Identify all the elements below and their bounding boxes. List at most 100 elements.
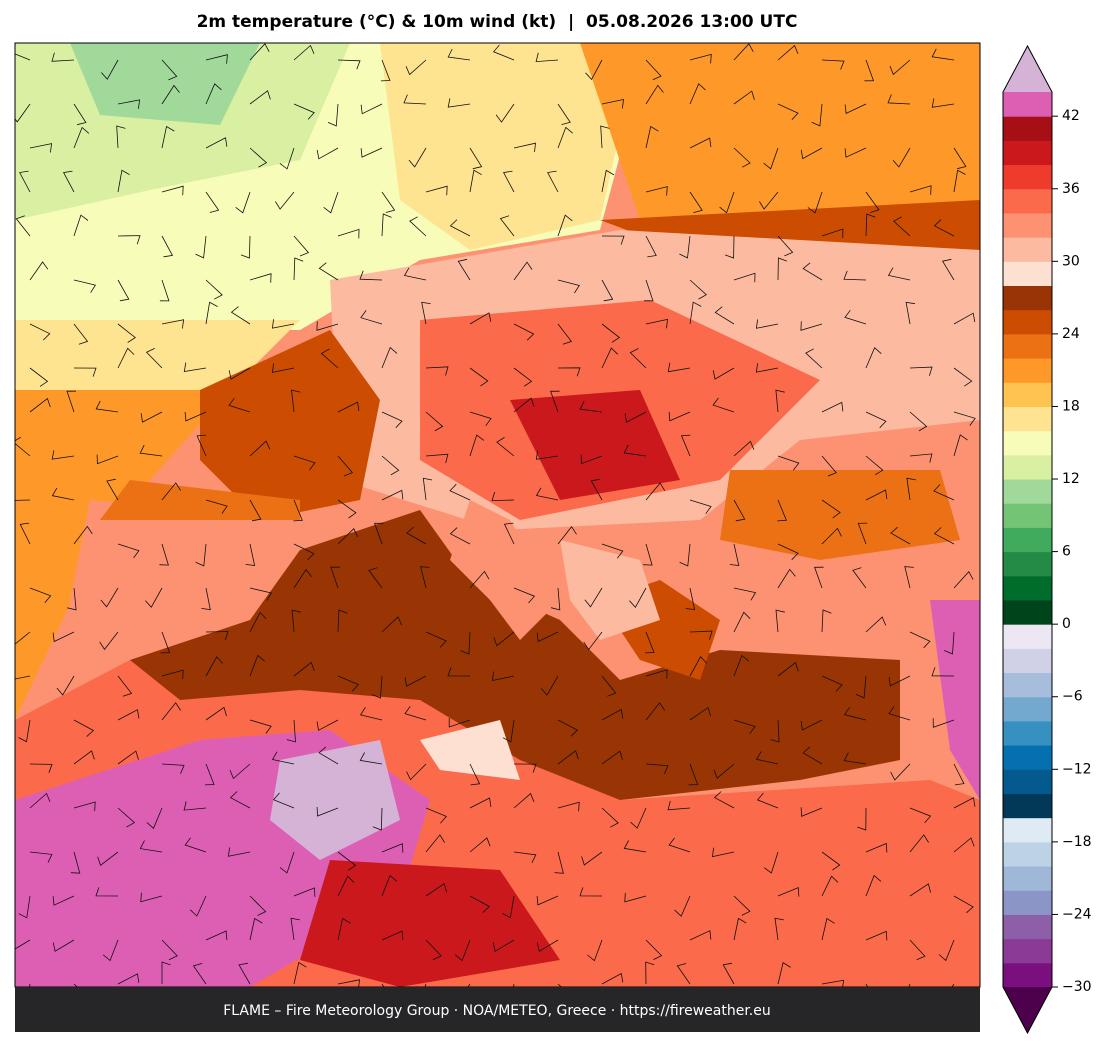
wind-barb (503, 522, 515, 545)
footer-bar (15, 987, 980, 1032)
wind-barb (689, 656, 707, 677)
wind-barb (469, 147, 483, 170)
wind-barb (293, 568, 312, 589)
colorbar-tick-label: −24 (1062, 906, 1092, 922)
wind-barb (449, 219, 471, 237)
colorbar-level (1003, 841, 1052, 867)
wind-barb (52, 939, 75, 952)
wind-barb (449, 527, 471, 545)
footer-text: FLAME – Fire Meteorology Group · NOA/MET… (223, 1003, 771, 1019)
wind-barb (557, 279, 580, 294)
wind-barb (372, 807, 383, 831)
wind-barb (161, 669, 184, 680)
wind-barb (117, 235, 141, 245)
wind-barb (714, 306, 735, 325)
wind-barb (733, 272, 756, 283)
wind-barb (29, 143, 53, 153)
colorbar-level (1003, 866, 1052, 891)
colorbar-level (1003, 358, 1052, 383)
wind-barb (159, 543, 169, 566)
wind-barb (425, 366, 449, 376)
wind-barb (629, 348, 647, 369)
wind-barb (777, 887, 800, 897)
wind-barb (249, 147, 268, 168)
colorbar-level (1003, 527, 1052, 553)
wind-barb (469, 434, 485, 457)
wind-barb (777, 455, 800, 471)
wind-barb (719, 191, 735, 214)
wind-barb (15, 675, 31, 680)
wind-barb (381, 455, 400, 476)
wind-barb (601, 750, 623, 765)
wind-barb (888, 706, 911, 721)
wind-barb (601, 972, 624, 985)
wind-barb (644, 631, 655, 654)
wind-barb (557, 214, 573, 237)
wind-barb (381, 411, 403, 428)
wind-barb (117, 750, 139, 765)
wind-barb (944, 631, 955, 655)
wind-barb (117, 279, 130, 302)
wind-barb (15, 939, 31, 950)
wind-barb (557, 750, 579, 765)
wind-barb (469, 570, 490, 589)
wind-barb (733, 43, 754, 61)
wind-barb (293, 257, 304, 281)
wind-barb (502, 170, 515, 193)
wind-barb (953, 571, 974, 589)
wind-barb (733, 611, 751, 633)
wind-barb (557, 526, 577, 545)
wind-barb (337, 528, 358, 545)
wind-barb (932, 718, 955, 728)
wind-barb (117, 973, 140, 985)
wind-barb (184, 411, 207, 422)
wind-barb (161, 319, 185, 329)
wind-barb (381, 346, 398, 369)
colorbar-tick-label: 24 (1062, 326, 1080, 342)
wind-barb (821, 499, 841, 519)
wind-barb (117, 807, 136, 828)
wind-barb (448, 718, 471, 728)
wind-barb (931, 48, 955, 61)
colorbar-level (1003, 599, 1052, 625)
wind-barb (161, 235, 174, 258)
wind-barb (513, 323, 535, 341)
colorbar-level (1003, 720, 1052, 746)
wind-barb (245, 543, 256, 566)
wind-barb (933, 527, 955, 545)
wind-barb (161, 125, 175, 149)
wind-barb (146, 807, 163, 829)
wind-barb (205, 191, 220, 213)
wind-barb (381, 930, 404, 941)
wind-barb (469, 411, 492, 427)
wind-barb (95, 887, 119, 897)
wind-barb (183, 801, 207, 811)
wind-barb (15, 103, 31, 123)
wind-barb (674, 895, 691, 917)
wind-barb (536, 895, 559, 906)
wind-barb (95, 400, 119, 413)
wind-barb (29, 367, 49, 387)
wind-barb (457, 258, 471, 281)
wind-barb (469, 312, 492, 325)
wind-barb (360, 310, 383, 325)
wind-barb (195, 543, 207, 567)
wind-barb (318, 746, 339, 765)
wind-barb (800, 147, 823, 160)
wind-barb (667, 800, 691, 811)
wind-barb (777, 662, 799, 677)
wind-barb (513, 587, 536, 604)
wind-barb (67, 587, 77, 611)
wind-barb (205, 54, 228, 64)
wind-barb (116, 125, 126, 149)
wind-barb (712, 397, 735, 413)
wind-barb (360, 147, 383, 158)
wind-barb (106, 478, 119, 501)
wind-barb (931, 98, 955, 108)
wind-barb (229, 791, 251, 809)
wind-barb (821, 609, 832, 633)
wind-barb (145, 348, 163, 369)
wind-barb (73, 525, 93, 545)
wind-barb (865, 411, 887, 429)
wind-barb (183, 362, 207, 372)
